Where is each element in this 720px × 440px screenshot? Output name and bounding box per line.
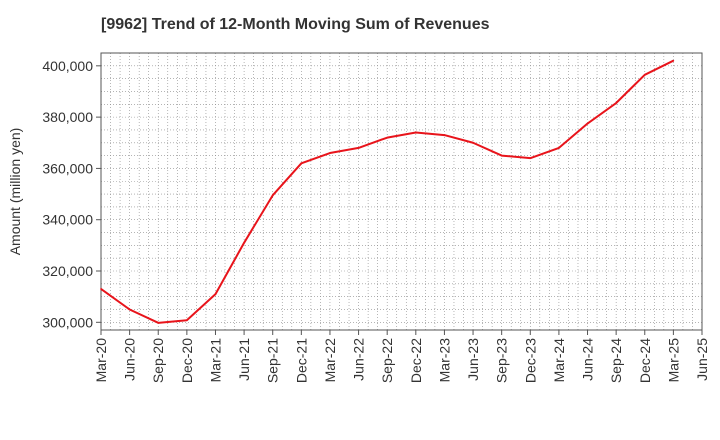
x-tick-label: Mar-25 — [665, 338, 681, 383]
x-tick-label: Dec-21 — [293, 338, 309, 383]
data-point — [386, 136, 388, 139]
series-group — [100, 59, 675, 324]
x-tick-label: Jun-20 — [122, 338, 138, 381]
data-point — [672, 59, 675, 62]
data-point — [214, 293, 217, 295]
data-point — [157, 322, 160, 324]
data-point — [243, 241, 245, 244]
x-tick-label: Mar-24 — [551, 338, 567, 383]
x-tick-label: Mar-21 — [207, 338, 223, 383]
x-tick-label: Sep-24 — [608, 338, 624, 383]
x-axis: Mar-20 Jun-20 Sep-20 Dec-20 Mar-21 Jun-21 Sep-… — [93, 330, 710, 383]
x-tick-label: Jun-21 — [236, 338, 252, 381]
data-point — [357, 147, 360, 149]
y-tick-label: 380,000 — [42, 109, 93, 125]
y-axis: 300,000 320,000 340,000 360,000 380,000 400,0… — [42, 58, 101, 330]
data-point — [271, 194, 274, 197]
data-point — [643, 74, 646, 76]
data-point — [558, 147, 560, 149]
y-tick-label: 300,000 — [42, 314, 93, 330]
x-tick-label: Sep-21 — [265, 338, 281, 383]
x-tick-label: Mar-20 — [93, 338, 109, 383]
x-tick-label: Sep-23 — [494, 338, 510, 383]
x-tick-label: Jun-22 — [351, 338, 367, 381]
data-point — [586, 122, 589, 125]
chart-title: [9962] Trend of 12-Month Moving Sum of R… — [101, 16, 490, 33]
y-tick-label: 320,000 — [42, 263, 93, 279]
data-point — [300, 162, 303, 165]
x-tick-label: Dec-24 — [637, 338, 653, 383]
x-tick-label: Dec-22 — [408, 338, 424, 383]
y-tick-label: 340,000 — [42, 212, 93, 228]
x-tick-label: Dec-23 — [522, 338, 538, 383]
y-tick-label: 360,000 — [42, 160, 93, 176]
grid-lines — [100, 52, 703, 330]
data-point — [500, 154, 503, 157]
x-tick-label: Sep-20 — [150, 338, 166, 383]
data-point — [128, 308, 131, 311]
x-tick-label: Jun-24 — [580, 338, 596, 381]
data-point — [472, 141, 474, 144]
x-tick-label: Dec-20 — [179, 338, 195, 383]
x-tick-label: Mar-22 — [322, 338, 338, 383]
x-tick-label: Jun-23 — [465, 338, 481, 381]
data-point — [615, 102, 617, 104]
x-tick-label: Jun-25 — [694, 338, 710, 381]
data-point — [415, 131, 417, 134]
plot-frame — [100, 52, 703, 331]
data-point — [443, 134, 446, 136]
x-tick-label: Mar-23 — [436, 338, 452, 383]
y-tick-label: 400,000 — [42, 58, 93, 74]
x-tick-label: Sep-22 — [379, 338, 395, 383]
data-point — [529, 157, 532, 159]
data-point — [100, 288, 102, 290]
data-point — [329, 152, 331, 154]
y-axis-title: Amount (million yen) — [7, 128, 23, 256]
data-point — [186, 319, 188, 322]
